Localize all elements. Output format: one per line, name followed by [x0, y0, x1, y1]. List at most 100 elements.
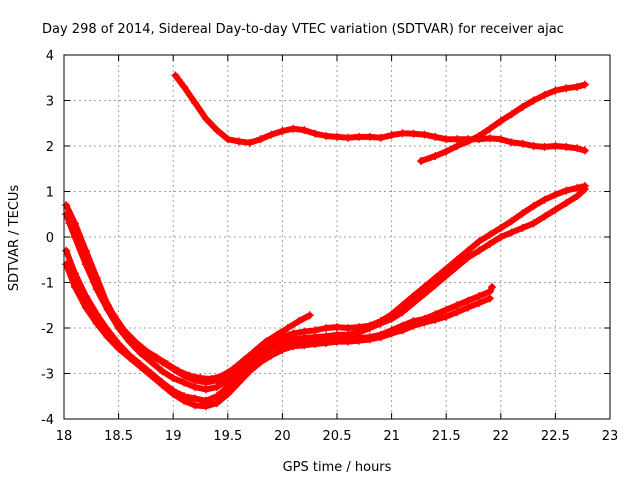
series-line — [63, 186, 588, 393]
data-point — [245, 360, 254, 369]
data-point — [152, 353, 161, 362]
data-point — [278, 126, 287, 135]
data-point — [343, 324, 352, 332]
data-point — [573, 82, 582, 91]
data-point — [251, 346, 260, 355]
y-tick-label: 4 — [46, 49, 54, 64]
data-point — [136, 349, 145, 358]
data-point — [311, 326, 320, 335]
data-point — [278, 345, 287, 354]
data-point — [185, 371, 194, 380]
data-point — [551, 205, 560, 214]
data-point — [267, 344, 276, 353]
data-point — [540, 212, 549, 221]
data-point — [551, 86, 560, 95]
data-point — [245, 367, 254, 376]
data-point — [365, 132, 374, 141]
data-point — [87, 267, 96, 276]
x-axis-ticks: 18 18.5 19 19.5 20 20.5 21 21.5 22 22.5 23 — [56, 55, 618, 444]
series-track-4 — [62, 185, 589, 394]
chart-title: Day 298 of 2014, Sidereal Day-to-day VTE… — [42, 22, 564, 37]
data-point — [464, 246, 473, 255]
data-point — [496, 223, 505, 232]
data-point — [387, 314, 396, 323]
data-point — [322, 339, 331, 348]
x-tick-label: 21 — [383, 429, 400, 444]
x-tick-label: 22 — [493, 429, 510, 444]
data-point — [464, 296, 473, 305]
data-point — [431, 152, 440, 161]
data-point — [212, 383, 221, 392]
data-point — [488, 283, 497, 292]
data-point — [76, 242, 85, 251]
data-point — [387, 329, 396, 338]
data-point — [507, 110, 516, 119]
data-point — [485, 287, 494, 296]
data-point — [562, 84, 571, 93]
data-point — [191, 98, 200, 107]
data-point — [283, 324, 292, 332]
series-line — [63, 261, 493, 410]
data-point — [141, 346, 150, 355]
data-point — [420, 283, 429, 292]
data-point — [518, 102, 527, 111]
data-point — [551, 190, 560, 199]
x-tick-label: 22.5 — [541, 429, 570, 444]
data-point — [420, 289, 429, 298]
x-tick-label: 20 — [274, 429, 291, 444]
data-point — [354, 132, 363, 141]
data-point — [573, 192, 582, 201]
data-point — [322, 324, 331, 332]
data-point — [540, 195, 549, 204]
data-point — [256, 358, 265, 367]
data-point — [398, 129, 407, 138]
data-point — [464, 253, 473, 262]
data-point — [398, 308, 407, 317]
data-point — [234, 378, 243, 387]
data-point — [474, 298, 483, 307]
data-point — [376, 319, 385, 328]
data-point — [442, 271, 451, 280]
data-point — [431, 315, 440, 324]
data-point — [409, 129, 418, 138]
data-point — [420, 130, 429, 139]
data-point — [453, 308, 462, 317]
y-axis-label: SDTVAR / TECUs — [7, 185, 22, 292]
data-point — [551, 142, 560, 150]
data-point — [171, 71, 180, 80]
data-point — [409, 298, 418, 307]
data-point — [376, 333, 385, 342]
data-point — [474, 292, 483, 301]
data-point — [201, 385, 210, 394]
data-point — [518, 209, 527, 218]
x-tick-label: 19 — [165, 429, 182, 444]
data-point — [201, 114, 210, 123]
series-line — [63, 247, 496, 404]
data-point — [496, 116, 505, 125]
data-point — [431, 132, 440, 141]
data-point — [163, 360, 172, 369]
data-point — [453, 301, 462, 310]
data-point — [201, 402, 210, 411]
data-point — [507, 228, 516, 237]
data-point — [267, 130, 276, 139]
data-point — [234, 137, 243, 146]
data-point — [70, 283, 79, 292]
data-point — [174, 367, 183, 376]
series-track-6 — [62, 260, 494, 411]
data-point — [180, 396, 189, 405]
data-point — [103, 333, 112, 342]
data-point — [180, 82, 189, 91]
data-point — [212, 126, 221, 135]
y-tick-label: 1 — [46, 186, 54, 201]
data-point — [92, 319, 101, 328]
data-point — [573, 183, 582, 192]
data-point — [229, 364, 238, 373]
data-point — [409, 321, 418, 330]
data-point — [311, 129, 320, 138]
data-point — [322, 131, 331, 140]
data-point — [562, 186, 571, 195]
data-point — [540, 91, 549, 100]
data-point — [114, 344, 123, 353]
data-point — [196, 374, 205, 383]
